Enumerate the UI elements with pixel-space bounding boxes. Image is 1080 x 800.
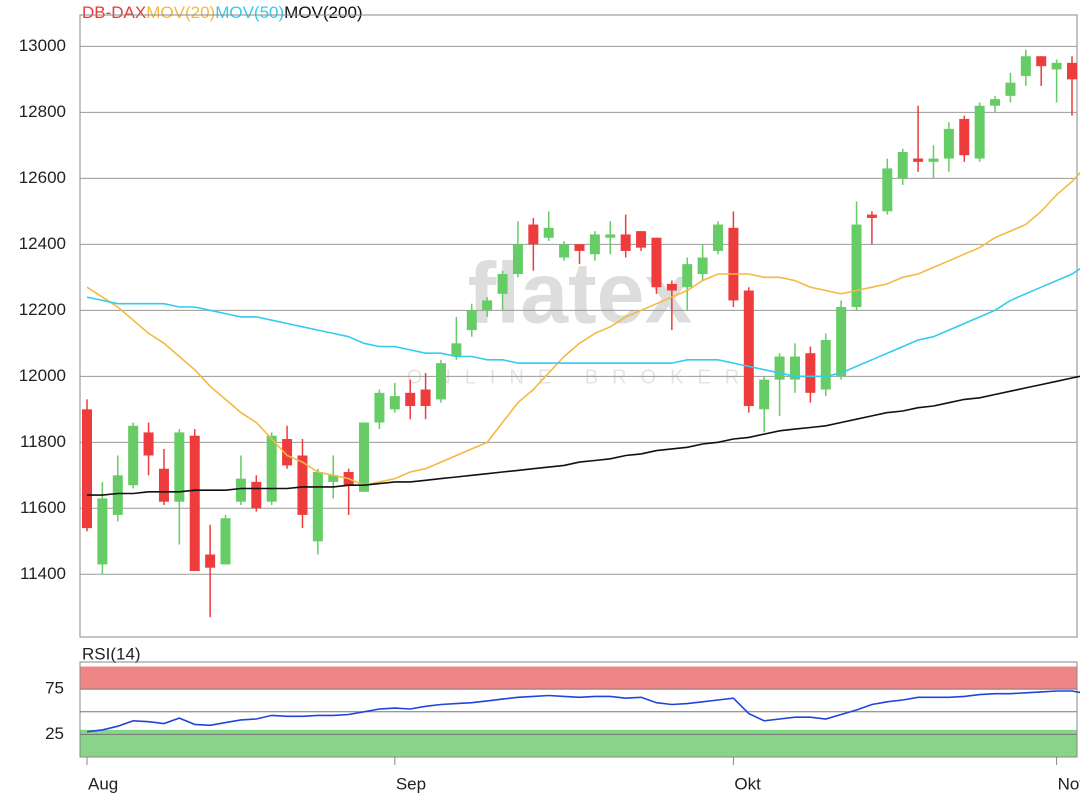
ma-line bbox=[86, 171, 1080, 487]
y-tick-label: 25 bbox=[45, 724, 64, 743]
candle-body bbox=[759, 379, 770, 410]
candle-body bbox=[389, 396, 400, 410]
candle-body bbox=[605, 234, 616, 238]
legend-entry: DB-DAX bbox=[82, 3, 146, 22]
candle-body bbox=[1051, 62, 1062, 70]
candle-body bbox=[282, 439, 293, 466]
candle-body bbox=[297, 455, 308, 515]
y-tick-label: 11600 bbox=[20, 498, 66, 517]
candle-body bbox=[836, 307, 847, 377]
candle-body bbox=[235, 478, 246, 502]
candle-body bbox=[713, 224, 724, 251]
candle-body bbox=[466, 310, 477, 331]
legend: DB-DAXMOV(20)MOV(50)MOV(200) bbox=[82, 3, 363, 22]
y-tick-label: 12000 bbox=[19, 366, 66, 385]
candle-body bbox=[1005, 82, 1016, 96]
y-tick-label: 13000 bbox=[19, 36, 66, 55]
x-tick-label: Sep bbox=[396, 774, 426, 793]
candle-body bbox=[266, 435, 277, 502]
y-tick-label: 12200 bbox=[19, 300, 66, 319]
candle-body bbox=[1036, 56, 1047, 67]
candle-body bbox=[666, 283, 677, 291]
candle-body bbox=[928, 158, 939, 162]
legend-entry: MOV(200) bbox=[284, 3, 362, 22]
y-tick-label: 12600 bbox=[19, 168, 66, 187]
ma-line bbox=[87, 375, 1080, 496]
candle-body bbox=[589, 234, 600, 255]
candle-body bbox=[636, 231, 647, 248]
candle-body bbox=[774, 356, 785, 380]
candle-body bbox=[435, 363, 446, 400]
candle-body bbox=[143, 432, 154, 456]
candle-body bbox=[112, 475, 123, 515]
candle-body bbox=[682, 264, 693, 288]
x-tick-label: Okt bbox=[734, 774, 761, 793]
candle-body bbox=[251, 481, 262, 509]
y-tick-label: 12800 bbox=[19, 102, 66, 121]
candle-body bbox=[913, 158, 924, 162]
candle-body bbox=[959, 118, 970, 156]
rsi-frame bbox=[79, 661, 1078, 758]
candle-body bbox=[497, 274, 508, 294]
candle-body bbox=[528, 224, 539, 245]
candle-body bbox=[851, 224, 862, 308]
candle-body bbox=[420, 389, 431, 407]
candle-body bbox=[574, 244, 585, 251]
legend-entry: MOV(50) bbox=[215, 3, 284, 22]
candle-body bbox=[697, 257, 708, 275]
candle-body bbox=[974, 105, 985, 159]
candle-body bbox=[651, 237, 662, 288]
legend-entry: MOV(20) bbox=[146, 3, 215, 22]
candle-body bbox=[820, 340, 831, 390]
candle-body bbox=[451, 343, 462, 357]
candle-body bbox=[1020, 56, 1031, 77]
candle-body bbox=[359, 422, 370, 492]
candle-body bbox=[743, 290, 754, 407]
candle-body bbox=[620, 234, 631, 251]
candle-body bbox=[512, 244, 523, 275]
rsi-label: RSI(14) bbox=[82, 644, 141, 663]
candle-body bbox=[374, 392, 385, 423]
candle-body bbox=[82, 409, 92, 529]
y-tick-label: 75 bbox=[45, 679, 64, 698]
candle-body bbox=[559, 244, 570, 258]
candle-body bbox=[789, 356, 800, 380]
candle-body bbox=[220, 518, 231, 565]
y-tick-label: 11800 bbox=[20, 432, 66, 451]
candle-body bbox=[158, 468, 169, 502]
x-tick-label: Aug bbox=[88, 774, 118, 793]
candle-body bbox=[328, 475, 339, 482]
candle-body bbox=[405, 392, 416, 407]
candle-body bbox=[897, 151, 908, 179]
candle-body bbox=[312, 472, 323, 542]
ma-line bbox=[86, 267, 1080, 378]
y-tick-label: 12400 bbox=[19, 234, 66, 253]
candle-body bbox=[943, 128, 954, 159]
x-tick-label: Nov bbox=[1058, 774, 1080, 793]
y-tick-label: 11400 bbox=[20, 564, 66, 583]
candle-body bbox=[205, 554, 216, 568]
candle-body bbox=[97, 498, 108, 565]
rsi-line bbox=[86, 690, 1080, 733]
candle-body bbox=[482, 300, 493, 311]
candle-body bbox=[990, 99, 1001, 106]
candle-body bbox=[805, 353, 816, 393]
candle-body bbox=[174, 432, 185, 502]
watermark-sub: ONLINE BROKER bbox=[407, 366, 753, 388]
candle-body bbox=[128, 425, 139, 486]
candle-body bbox=[882, 168, 893, 212]
plot-frame bbox=[79, 14, 1078, 638]
candle-body bbox=[728, 227, 739, 301]
candle-body bbox=[543, 227, 554, 238]
candle-body bbox=[189, 435, 200, 572]
overbought-zone bbox=[80, 666, 1077, 690]
candle-body bbox=[1067, 62, 1077, 80]
candle-body bbox=[866, 214, 877, 218]
